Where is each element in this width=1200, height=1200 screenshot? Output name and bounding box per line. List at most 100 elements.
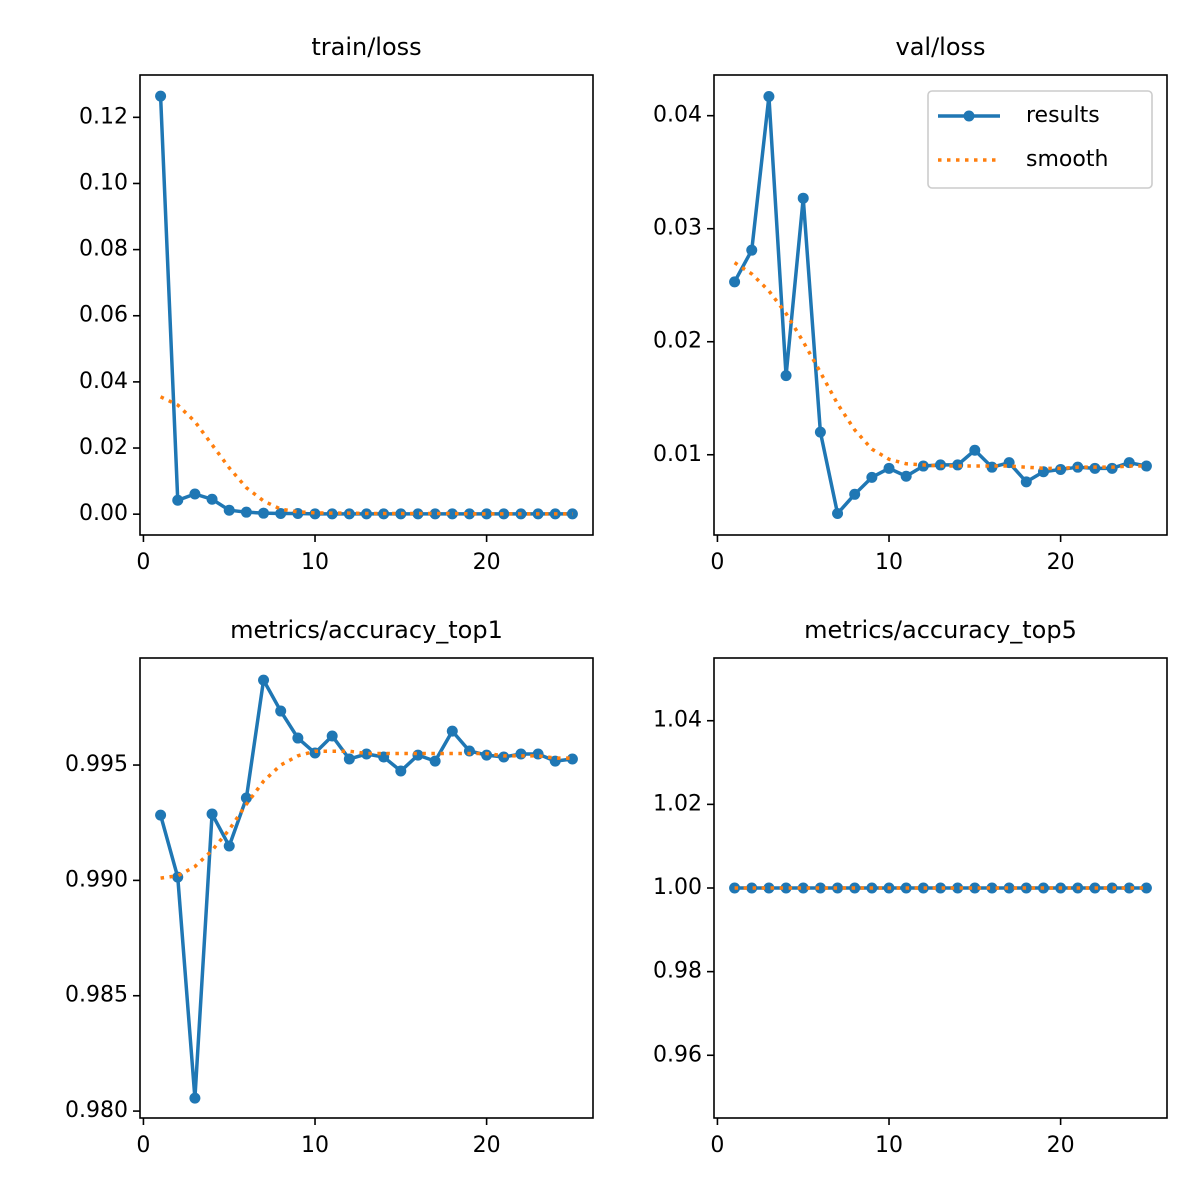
marker bbox=[1140, 882, 1152, 894]
marker bbox=[223, 840, 235, 852]
subplot-title: metrics/accuracy_top1 bbox=[230, 616, 503, 644]
y-tick-label: 0.990 bbox=[65, 867, 128, 892]
marker bbox=[969, 444, 981, 456]
marker bbox=[258, 674, 270, 686]
marker bbox=[172, 494, 184, 506]
marker bbox=[223, 504, 235, 516]
x-tick-label: 0 bbox=[136, 1133, 150, 1158]
marker bbox=[395, 508, 407, 520]
y-tick-label: 0.02 bbox=[653, 329, 702, 354]
marker bbox=[566, 753, 578, 765]
marker bbox=[883, 462, 895, 474]
y-tick-label: 0.01 bbox=[653, 442, 702, 467]
y-tick-label: 0.08 bbox=[79, 237, 128, 262]
y-tick-label: 0.02 bbox=[79, 435, 128, 460]
legend-label: results bbox=[1026, 103, 1100, 128]
marker bbox=[1020, 476, 1032, 488]
subplot: metrics/accuracy_top1 0 10 20 0.980 0.985 0.99… bbox=[65, 616, 594, 1158]
marker bbox=[258, 507, 270, 519]
marker bbox=[206, 808, 218, 820]
marker bbox=[189, 488, 201, 500]
marker bbox=[412, 508, 424, 520]
y-tick-label: 0.985 bbox=[65, 983, 128, 1008]
x-tick-label: 20 bbox=[1047, 550, 1075, 575]
y-tick-label: 0.06 bbox=[79, 303, 128, 328]
x-tick-label: 20 bbox=[1047, 1133, 1075, 1158]
smooth-line bbox=[160, 749, 573, 880]
x-tick-label: 10 bbox=[875, 550, 903, 575]
y-tick-label: 0.96 bbox=[653, 1042, 702, 1067]
marker bbox=[240, 792, 252, 804]
marker bbox=[866, 471, 878, 483]
axes-frame bbox=[713, 657, 1168, 1119]
legend-label: smooth bbox=[1026, 147, 1108, 172]
marker bbox=[849, 488, 861, 500]
marker bbox=[446, 725, 458, 737]
y-tick-label: 0.980 bbox=[65, 1098, 128, 1123]
marker bbox=[969, 882, 981, 894]
subplot-title: metrics/accuracy_top5 bbox=[804, 616, 1077, 644]
marker bbox=[446, 508, 458, 520]
marker bbox=[1106, 882, 1118, 894]
y-tick-label: 1.02 bbox=[653, 791, 702, 816]
smooth-line bbox=[733, 261, 1147, 471]
marker bbox=[429, 755, 441, 767]
x-tick-label: 10 bbox=[875, 1133, 903, 1158]
y-tick-label: 0.98 bbox=[653, 959, 702, 984]
subplot: metrics/accuracy_top5 0 10 20 0.96 0.98 1.00 1.… bbox=[653, 616, 1168, 1158]
marker bbox=[780, 882, 792, 894]
marker bbox=[900, 470, 912, 482]
subplot-title: val/loss bbox=[895, 33, 985, 61]
marker bbox=[395, 765, 407, 777]
smooth-line bbox=[159, 395, 573, 516]
y-tick-label: 1.04 bbox=[653, 708, 702, 733]
marker bbox=[1123, 882, 1135, 894]
marker bbox=[275, 508, 287, 520]
y-tick-label: 1.00 bbox=[653, 875, 702, 900]
marker bbox=[292, 732, 304, 744]
y-tick-label: 0.12 bbox=[79, 104, 128, 129]
marker bbox=[780, 370, 792, 382]
marker bbox=[746, 882, 758, 894]
marker bbox=[172, 871, 184, 883]
legend: results smooth bbox=[927, 90, 1153, 189]
marker bbox=[832, 508, 844, 520]
x-tick-label: 0 bbox=[136, 550, 150, 575]
marker bbox=[832, 882, 844, 894]
marker bbox=[361, 748, 372, 760]
marker bbox=[986, 882, 998, 894]
marker bbox=[935, 882, 946, 894]
marker bbox=[1003, 882, 1015, 894]
marker bbox=[309, 747, 321, 759]
marker bbox=[463, 508, 475, 520]
marker bbox=[1140, 460, 1152, 472]
x-tick-label: 10 bbox=[301, 550, 329, 575]
marker bbox=[275, 705, 287, 717]
marker bbox=[746, 244, 758, 256]
marker bbox=[481, 508, 493, 520]
y-tick-label: 0.10 bbox=[79, 170, 128, 195]
marker bbox=[515, 748, 527, 760]
marker bbox=[326, 730, 338, 742]
x-tick-label: 20 bbox=[473, 550, 501, 575]
axes-frame bbox=[713, 74, 1168, 536]
marker bbox=[814, 882, 826, 894]
subplot: train/loss 0 10 20 0.00 0.02 0.04 0.06 0.08 0.10 0… bbox=[79, 33, 594, 575]
marker bbox=[797, 192, 809, 204]
marker bbox=[155, 90, 167, 102]
marker bbox=[729, 276, 741, 288]
y-tick-label: 0.04 bbox=[79, 369, 128, 394]
marker bbox=[763, 882, 775, 894]
marker bbox=[343, 753, 355, 765]
legend-marker bbox=[963, 110, 975, 122]
x-tick-label: 20 bbox=[473, 1133, 501, 1158]
marker bbox=[814, 426, 826, 438]
marker bbox=[189, 1092, 201, 1104]
marker bbox=[763, 90, 775, 102]
axes-frame bbox=[139, 74, 594, 536]
y-tick-label: 0.995 bbox=[65, 752, 128, 777]
marker bbox=[240, 506, 252, 518]
marker bbox=[1020, 882, 1032, 894]
subplot-title: train/loss bbox=[311, 33, 421, 61]
